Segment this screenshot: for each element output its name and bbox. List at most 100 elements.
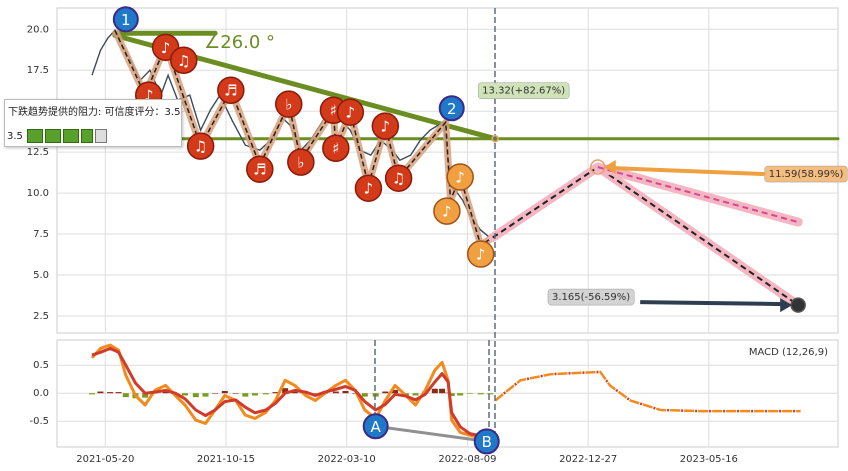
histogram-bar — [115, 392, 122, 394]
x-tick-label: 2021-10-15 — [197, 454, 255, 465]
macd-line — [90, 343, 491, 442]
y-tick-label: 20.0 — [27, 24, 49, 35]
note-symbol: ♪ — [346, 104, 356, 122]
note-marker — [336, 98, 365, 126]
note-marker — [433, 197, 461, 225]
histogram-bar — [212, 393, 219, 394]
note-symbol: ♪ — [381, 118, 391, 136]
wave-marker — [362, 413, 389, 440]
note-marker — [169, 46, 198, 75]
note-marker — [354, 174, 383, 202]
histogram-bar — [272, 392, 279, 394]
wave-marker — [112, 6, 139, 33]
histogram-bar — [221, 390, 228, 394]
histogram-bar — [162, 390, 169, 394]
x-tick-label: 2022-08-09 — [438, 454, 496, 465]
icon — [27, 129, 43, 143]
note-symbol: ♯ — [332, 140, 339, 158]
target-label: 13.32(+82.67%) — [482, 86, 565, 97]
x-tick-label: 2022-03-10 — [318, 454, 376, 465]
icon — [45, 129, 61, 143]
histogram-bar — [262, 393, 269, 395]
histogram-bar — [142, 393, 149, 398]
arrow-head — [603, 160, 616, 175]
note-symbol: ♫ — [177, 52, 190, 70]
macd-title: MACD (12,26,9) — [749, 347, 828, 358]
note-symbol: ♪ — [442, 203, 452, 221]
note-marker — [217, 76, 245, 104]
target-label: 3.165(-56.59%) — [552, 292, 630, 303]
histogram-bar — [232, 393, 239, 394]
wave-label: 1 — [121, 11, 131, 29]
histogram-bar — [342, 390, 349, 394]
histogram-bar — [97, 391, 104, 394]
note-marker — [322, 134, 350, 162]
note-marker — [384, 164, 413, 192]
note-symbol: ♪ — [144, 87, 154, 105]
y-tick-label: -0.5 — [29, 416, 49, 427]
icon — [95, 129, 107, 143]
forecast-line — [494, 370, 801, 413]
histogram-bar — [431, 388, 438, 394]
histogram-bar — [107, 392, 114, 394]
x-tick-label: 2022-12-27 — [559, 454, 617, 465]
histogram-bar — [332, 391, 339, 394]
overlay: 2021-05-20 2021-10-15 2022-03-10 2022-08-09… — [27, 6, 848, 465]
note-marker — [186, 132, 215, 160]
target-arrow — [640, 300, 785, 307]
wave-marker — [438, 95, 465, 122]
y-tick-label: 0.5 — [33, 360, 49, 371]
histogram-bar — [361, 393, 368, 397]
note-marker — [466, 240, 495, 268]
tooltip-score: 3.5 — [7, 131, 23, 142]
histogram-bar — [282, 388, 289, 394]
y-tick-label: 7.5 — [33, 229, 49, 240]
y-tick-label: 0.0 — [33, 388, 49, 399]
y-tick-label: 12.5 — [27, 147, 49, 158]
note-symbol: ♪ — [161, 39, 171, 57]
target-point — [790, 297, 806, 313]
histogram-bar — [251, 393, 258, 396]
note-symbol: ♬ — [253, 161, 266, 179]
tooltip-text: 下跌趋势提供的阻力: 可信度评分：3.5 — [8, 107, 181, 118]
histogram-bar — [412, 393, 419, 396]
wave-connector — [375, 424, 487, 443]
histogram-bar — [487, 393, 494, 395]
histogram-bar — [477, 393, 484, 395]
histogram-bar — [291, 390, 298, 394]
histogram-bar — [202, 393, 209, 397]
histogram-bar — [192, 393, 199, 398]
note-symbol: ♭ — [297, 154, 304, 172]
icon — [63, 129, 79, 143]
x-tick-label: 2021-05-20 — [76, 454, 134, 465]
target-point — [491, 134, 499, 143]
target-box — [477, 82, 570, 99]
histogram-bar — [391, 389, 398, 394]
histogram-bar — [457, 393, 464, 396]
x-tick-label: 2023-05-16 — [680, 454, 738, 465]
note-symbol: ♭ — [285, 96, 292, 114]
histogram-bar — [382, 391, 389, 394]
note-symbol: ♪ — [455, 169, 465, 187]
angle-label: ∠26.0 ° — [204, 32, 275, 53]
tooltip: 下跌趋势提供的阻力: 可信度评分：3.5 3.5 — [4, 99, 182, 147]
icon — [81, 129, 93, 143]
y-tick-label: 2.5 — [33, 311, 49, 322]
histogram-bar — [439, 388, 446, 394]
histogram-bar — [466, 393, 473, 394]
histogram-bar — [242, 393, 249, 397]
y-tick-label: 17.5 — [27, 65, 49, 76]
target-box — [547, 288, 635, 306]
wave-label: 2 — [447, 100, 457, 118]
wave-label: B — [482, 433, 492, 451]
note-marker — [446, 163, 474, 191]
histogram-bar — [122, 393, 129, 398]
note-marker — [287, 148, 315, 176]
note-marker — [275, 90, 303, 118]
target-arrow — [609, 166, 765, 177]
y-tick-label: 10.0 — [27, 188, 49, 199]
wave-marker — [473, 428, 500, 455]
note-symbol: ♪ — [364, 180, 374, 198]
